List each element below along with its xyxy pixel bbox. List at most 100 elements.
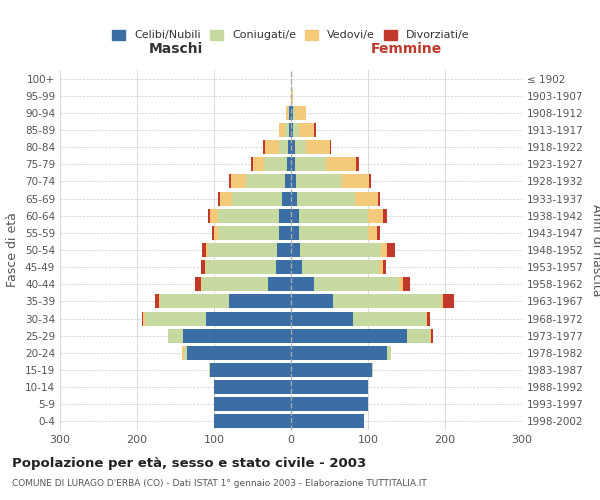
Y-axis label: Anni di nascita: Anni di nascita [590, 204, 600, 296]
Bar [209, 363, 291, 377]
Bar [187, 346, 291, 360]
Bar [277, 243, 291, 257]
Bar [232, 192, 291, 205]
Bar [202, 278, 291, 291]
Bar [291, 380, 368, 394]
Bar [291, 140, 331, 154]
Bar [229, 174, 291, 188]
Bar [142, 312, 291, 326]
Bar [291, 243, 395, 257]
Bar [214, 380, 291, 394]
Bar [143, 312, 291, 326]
Bar [184, 346, 291, 360]
Bar [145, 312, 291, 326]
Bar [291, 208, 299, 222]
Bar [265, 140, 291, 154]
Bar [291, 226, 368, 240]
Text: Popolazione per età, sesso e stato civile - 2003: Popolazione per età, sesso e stato civil… [12, 458, 366, 470]
Bar [183, 328, 291, 342]
Bar [253, 158, 291, 172]
Bar [291, 123, 316, 137]
Bar [289, 123, 291, 137]
Bar [286, 106, 291, 120]
Bar [289, 106, 291, 120]
Bar [291, 243, 300, 257]
Bar [220, 192, 291, 205]
Bar [285, 123, 291, 137]
Bar [214, 380, 291, 394]
Bar [275, 260, 291, 274]
Legend: Celibi/Nubili, Coniugati/e, Vedovi/e, Divorziati/e: Celibi/Nubili, Coniugati/e, Vedovi/e, Di… [108, 25, 474, 45]
Bar [278, 140, 291, 154]
Bar [291, 328, 430, 342]
Bar [291, 278, 403, 291]
Bar [278, 123, 291, 137]
Bar [280, 226, 291, 240]
Bar [291, 398, 368, 411]
Bar [291, 208, 383, 222]
Bar [218, 192, 291, 205]
Bar [291, 312, 427, 326]
Bar [291, 294, 454, 308]
Bar [291, 106, 295, 120]
Bar [291, 278, 410, 291]
Bar [291, 208, 368, 222]
Text: Femmine: Femmine [371, 42, 442, 56]
Bar [291, 158, 359, 172]
Bar [291, 192, 297, 205]
Bar [291, 243, 387, 257]
Bar [168, 328, 291, 342]
Bar [291, 363, 372, 377]
Bar [291, 312, 430, 326]
Bar [214, 414, 291, 428]
Bar [291, 294, 443, 308]
Bar [291, 278, 314, 291]
Bar [291, 158, 326, 172]
Bar [291, 328, 431, 342]
Bar [291, 294, 441, 308]
Bar [285, 174, 291, 188]
Bar [291, 174, 371, 188]
Bar [214, 414, 291, 428]
Bar [263, 140, 291, 154]
Bar [291, 346, 391, 360]
Bar [291, 380, 368, 394]
Bar [291, 140, 329, 154]
Bar [287, 158, 291, 172]
Bar [182, 346, 291, 360]
Bar [214, 398, 291, 411]
Bar [291, 158, 356, 172]
Bar [291, 243, 381, 257]
Bar [291, 346, 387, 360]
Bar [214, 414, 291, 428]
Bar [251, 158, 291, 172]
Bar [206, 312, 291, 326]
Bar [214, 398, 291, 411]
Bar [282, 192, 291, 205]
Bar [278, 123, 291, 137]
Bar [214, 398, 291, 411]
Bar [291, 398, 368, 411]
Y-axis label: Fasce di età: Fasce di età [7, 212, 19, 288]
Bar [291, 414, 364, 428]
Bar [291, 346, 391, 360]
Bar [291, 88, 293, 102]
Bar [168, 328, 291, 342]
Bar [291, 140, 307, 154]
Bar [291, 260, 386, 274]
Bar [218, 208, 291, 222]
Bar [291, 363, 373, 377]
Bar [210, 363, 291, 377]
Bar [291, 414, 364, 428]
Bar [291, 312, 426, 326]
Bar [291, 346, 391, 360]
Bar [195, 278, 291, 291]
Bar [291, 88, 293, 102]
Bar [291, 398, 368, 411]
Bar [182, 346, 291, 360]
Text: COMUNE DI LURAGO D'ERBA (CO) - Dati ISTAT 1° gennaio 2003 - Elaborazione TUTTITA: COMUNE DI LURAGO D'ERBA (CO) - Dati ISTA… [12, 479, 427, 488]
Bar [208, 243, 291, 257]
Bar [291, 192, 378, 205]
Bar [209, 363, 291, 377]
Bar [202, 243, 291, 257]
